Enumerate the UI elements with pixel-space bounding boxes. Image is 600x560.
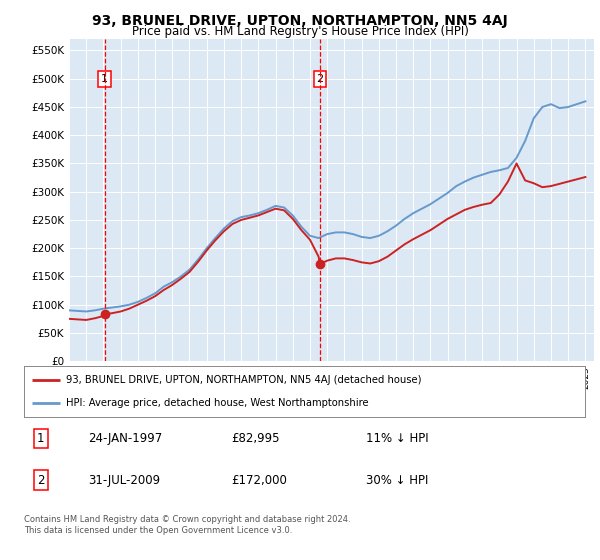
Text: 2: 2	[37, 474, 44, 487]
Text: 93, BRUNEL DRIVE, UPTON, NORTHAMPTON, NN5 4AJ (detached house): 93, BRUNEL DRIVE, UPTON, NORTHAMPTON, NN…	[66, 375, 422, 385]
Text: 93, BRUNEL DRIVE, UPTON, NORTHAMPTON, NN5 4AJ: 93, BRUNEL DRIVE, UPTON, NORTHAMPTON, NN…	[92, 14, 508, 28]
Text: 31-JUL-2009: 31-JUL-2009	[89, 474, 161, 487]
Text: Contains HM Land Registry data © Crown copyright and database right 2024.
This d: Contains HM Land Registry data © Crown c…	[24, 515, 350, 535]
Text: Price paid vs. HM Land Registry's House Price Index (HPI): Price paid vs. HM Land Registry's House …	[131, 25, 469, 38]
Text: £172,000: £172,000	[232, 474, 287, 487]
Text: 11% ↓ HPI: 11% ↓ HPI	[366, 432, 429, 445]
Text: 1: 1	[37, 432, 44, 445]
Text: 24-JAN-1997: 24-JAN-1997	[89, 432, 163, 445]
Text: £82,995: £82,995	[232, 432, 280, 445]
Text: HPI: Average price, detached house, West Northamptonshire: HPI: Average price, detached house, West…	[66, 398, 368, 408]
Text: 1: 1	[101, 74, 108, 84]
Text: 30% ↓ HPI: 30% ↓ HPI	[366, 474, 428, 487]
Text: 2: 2	[316, 74, 323, 84]
